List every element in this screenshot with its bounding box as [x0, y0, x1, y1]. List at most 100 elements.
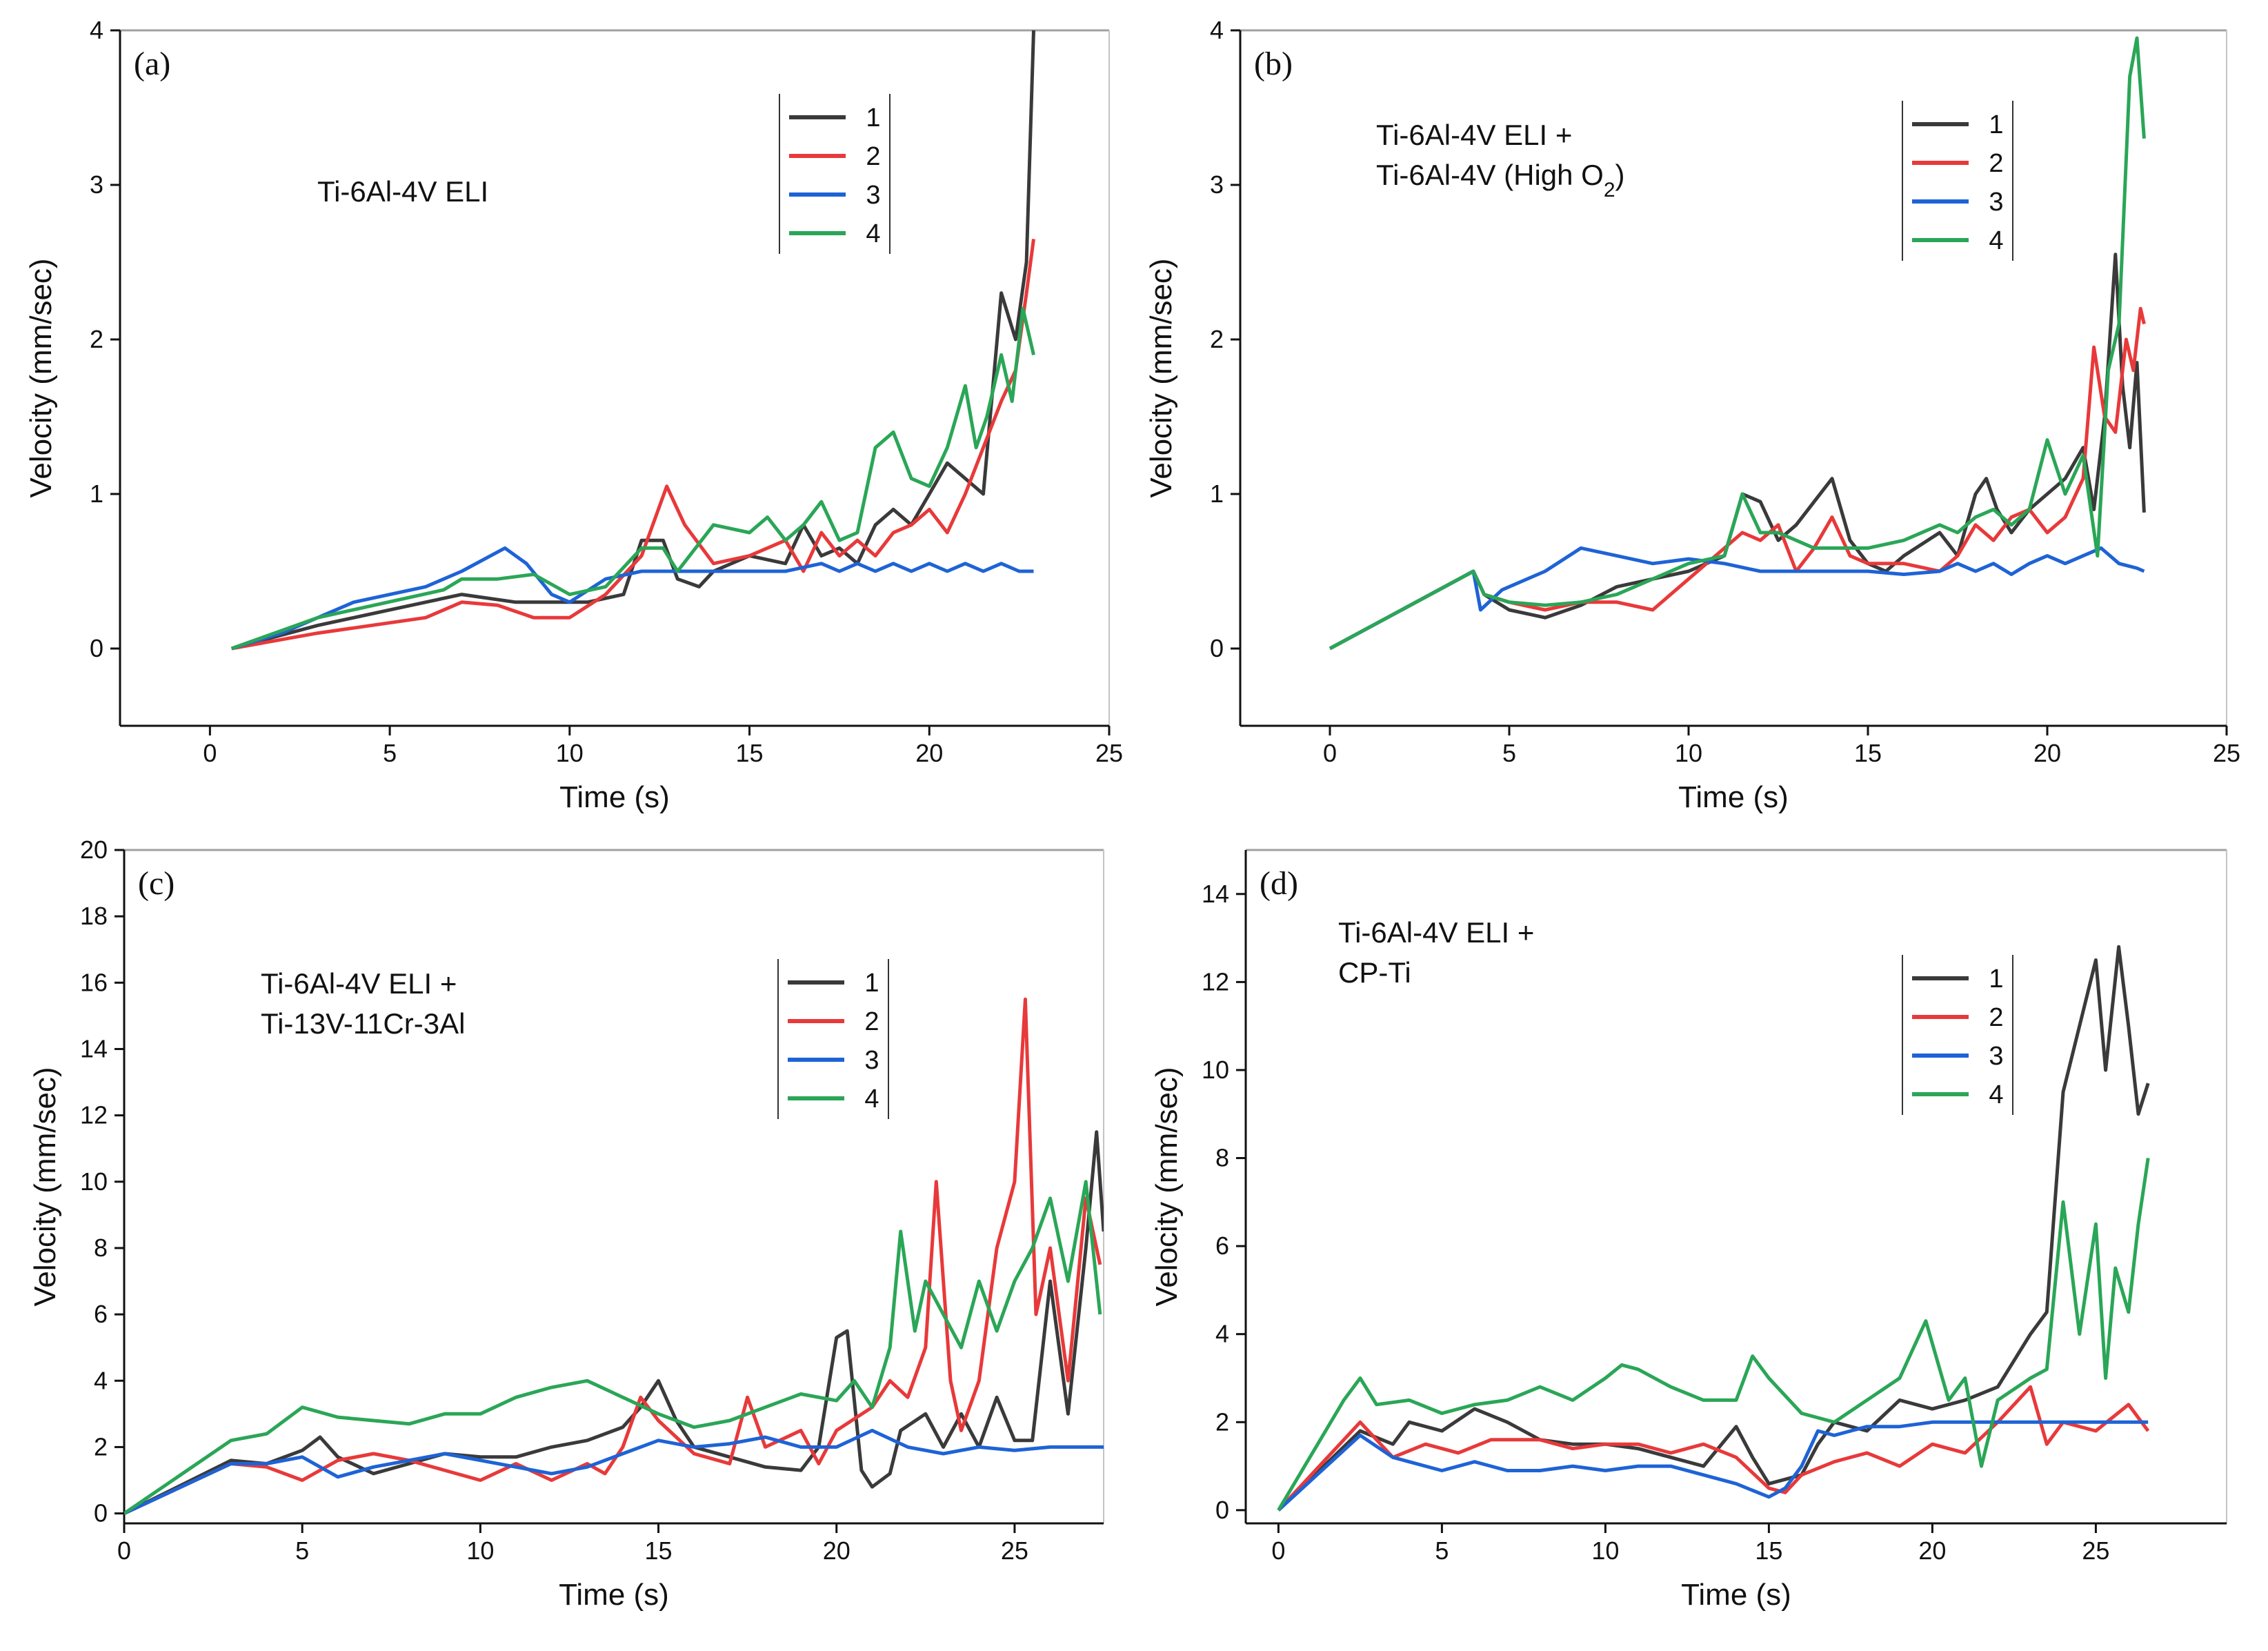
y-tick-label: 3 [90, 170, 103, 199]
material-annotation: Ti-6Al-4V ELI [317, 175, 488, 208]
panel-label: (a) [134, 46, 170, 82]
x-tick-label: 10 [1675, 739, 1702, 767]
y-tick-label: 10 [1202, 1056, 1229, 1084]
legend-label-3: 3 [866, 181, 880, 210]
x-tick-label: 20 [1918, 1536, 1946, 1565]
series-line-4 [1329, 36, 2146, 651]
legend-label-2: 2 [864, 1007, 879, 1036]
x-tick-label: 20 [915, 739, 943, 767]
material-annotation: Ti-13V-11Cr-3Al [261, 1007, 465, 1040]
series-line-1 [1329, 253, 2146, 651]
legend: 1 2 3 4 [777, 959, 889, 1119]
x-tick-label: 15 [1755, 1536, 1782, 1565]
y-tick-label: 2 [1210, 325, 1224, 353]
material-annotation: Ti-6Al-4V ELI + [261, 967, 457, 1000]
x-tick-label: 15 [645, 1536, 673, 1565]
legend-label-2: 2 [1989, 1003, 2003, 1032]
x-tick-label: 25 [2082, 1536, 2109, 1565]
legend-label-4: 4 [864, 1085, 879, 1114]
legend-label-2: 2 [866, 142, 880, 171]
x-tick-label: 15 [736, 739, 764, 767]
y-tick-label: 3 [1210, 170, 1224, 199]
y-tick-label: 2 [1215, 1407, 1229, 1436]
legend-label-1: 1 [866, 103, 880, 132]
y-tick-label: 0 [1215, 1496, 1229, 1524]
x-tick-label: 20 [2033, 739, 2061, 767]
y-tick-label: 4 [1215, 1320, 1229, 1348]
x-tick-label: 0 [203, 739, 217, 767]
y-tick-label: 6 [94, 1300, 108, 1328]
y-tick-label: 2 [90, 325, 103, 353]
x-tick-label: 10 [1591, 1536, 1619, 1565]
material-annotation: CP-Ti [1338, 956, 1411, 989]
material-annotation: Ti-6Al-4V ELI + [1376, 119, 1572, 151]
y-axis-title: Velocity (mm/sec) [28, 1067, 62, 1306]
x-axis-title: Time (s) [1678, 780, 1789, 814]
y-tick-label: 0 [90, 634, 103, 662]
legend-label-4: 4 [1989, 1080, 2003, 1109]
panel-label: (c) [138, 865, 175, 902]
x-tick-label: 15 [1854, 739, 1882, 767]
y-tick-label: 4 [1210, 16, 1224, 44]
series-line-3 [1277, 1420, 2149, 1512]
y-tick-label: 1 [90, 480, 103, 508]
x-tick-label: 10 [556, 739, 584, 767]
x-tick-label: 25 [2213, 739, 2240, 767]
legend-label-1: 1 [864, 969, 879, 998]
series-line-3 [230, 546, 1034, 651]
series-line-1 [231, 30, 1035, 651]
series-line-3 [124, 1428, 1104, 1515]
legend-label-3: 3 [1989, 188, 2003, 217]
legend: 1 2 3 4 [1902, 101, 2013, 261]
x-tick-label: 0 [117, 1536, 131, 1565]
x-tick-label: 5 [295, 1536, 309, 1565]
x-tick-label: 0 [1323, 739, 1337, 767]
x-tick-label: 5 [1502, 739, 1516, 767]
series-line-4 [124, 1180, 1102, 1515]
legend-label-1: 1 [1989, 965, 2003, 993]
y-tick-label: 18 [80, 902, 108, 930]
series-line-2 [231, 239, 1035, 651]
y-axis-title: Velocity (mm/sec) [24, 258, 58, 497]
legend-label-4: 4 [1989, 226, 2003, 255]
y-axis-title: Velocity (mm/sec) [1144, 258, 1178, 497]
series-line-2 [1277, 1385, 2150, 1512]
legend-label-4: 4 [866, 219, 880, 248]
y-axis-title: Velocity (mm/sec) [1150, 1067, 1184, 1306]
series-line-4 [1277, 1158, 2150, 1512]
material-annotation: Ti-6Al-4V (High O2) [1376, 159, 1625, 201]
panel-label: (d) [1260, 865, 1298, 902]
y-tick-label: 4 [94, 1366, 108, 1394]
y-tick-label: 12 [80, 1101, 108, 1129]
x-tick-label: 5 [1435, 1536, 1449, 1565]
panel-label: (b) [1254, 46, 1293, 82]
x-tick-label: 25 [1001, 1536, 1028, 1565]
y-tick-label: 4 [90, 16, 103, 44]
x-axis-title: Time (s) [1681, 1578, 1791, 1612]
y-tick-label: 2 [94, 1432, 108, 1461]
legend: 1 2 3 4 [779, 94, 891, 254]
series-line-4 [230, 306, 1035, 651]
y-tick-label: 0 [1210, 634, 1224, 662]
x-axis-title: Time (s) [559, 780, 670, 814]
chart-panel-b: 0 5 10 15 20 25 0 1 2 3 4 Time (s) Velocity (mm/sec)… [1144, 16, 2240, 814]
series-line-2 [1329, 306, 2146, 651]
legend-label-2: 2 [1989, 149, 2003, 178]
material-annotation: Ti-6Al-4V ELI + [1338, 916, 1534, 949]
x-tick-label: 0 [1271, 1536, 1285, 1565]
x-tick-label: 5 [383, 739, 397, 767]
y-tick-label: 12 [1202, 967, 1229, 996]
series-line-1 [124, 1130, 1104, 1515]
y-tick-label: 8 [94, 1234, 108, 1262]
x-tick-label: 20 [823, 1536, 850, 1565]
legend: 1 2 3 4 [1902, 955, 2013, 1115]
y-tick-label: 16 [80, 968, 108, 996]
series-line-3 [1329, 546, 2145, 651]
y-tick-label: 1 [1210, 480, 1224, 508]
y-tick-label: 14 [1202, 880, 1229, 908]
x-tick-label: 25 [1095, 739, 1123, 767]
legend-label-3: 3 [1989, 1042, 2003, 1071]
chart-panel-a: 0 5 10 15 20 25 0 1 2 3 4 Time (s) Velocity (mm/sec)… [24, 16, 1123, 814]
y-tick-label: 6 [1215, 1232, 1229, 1260]
